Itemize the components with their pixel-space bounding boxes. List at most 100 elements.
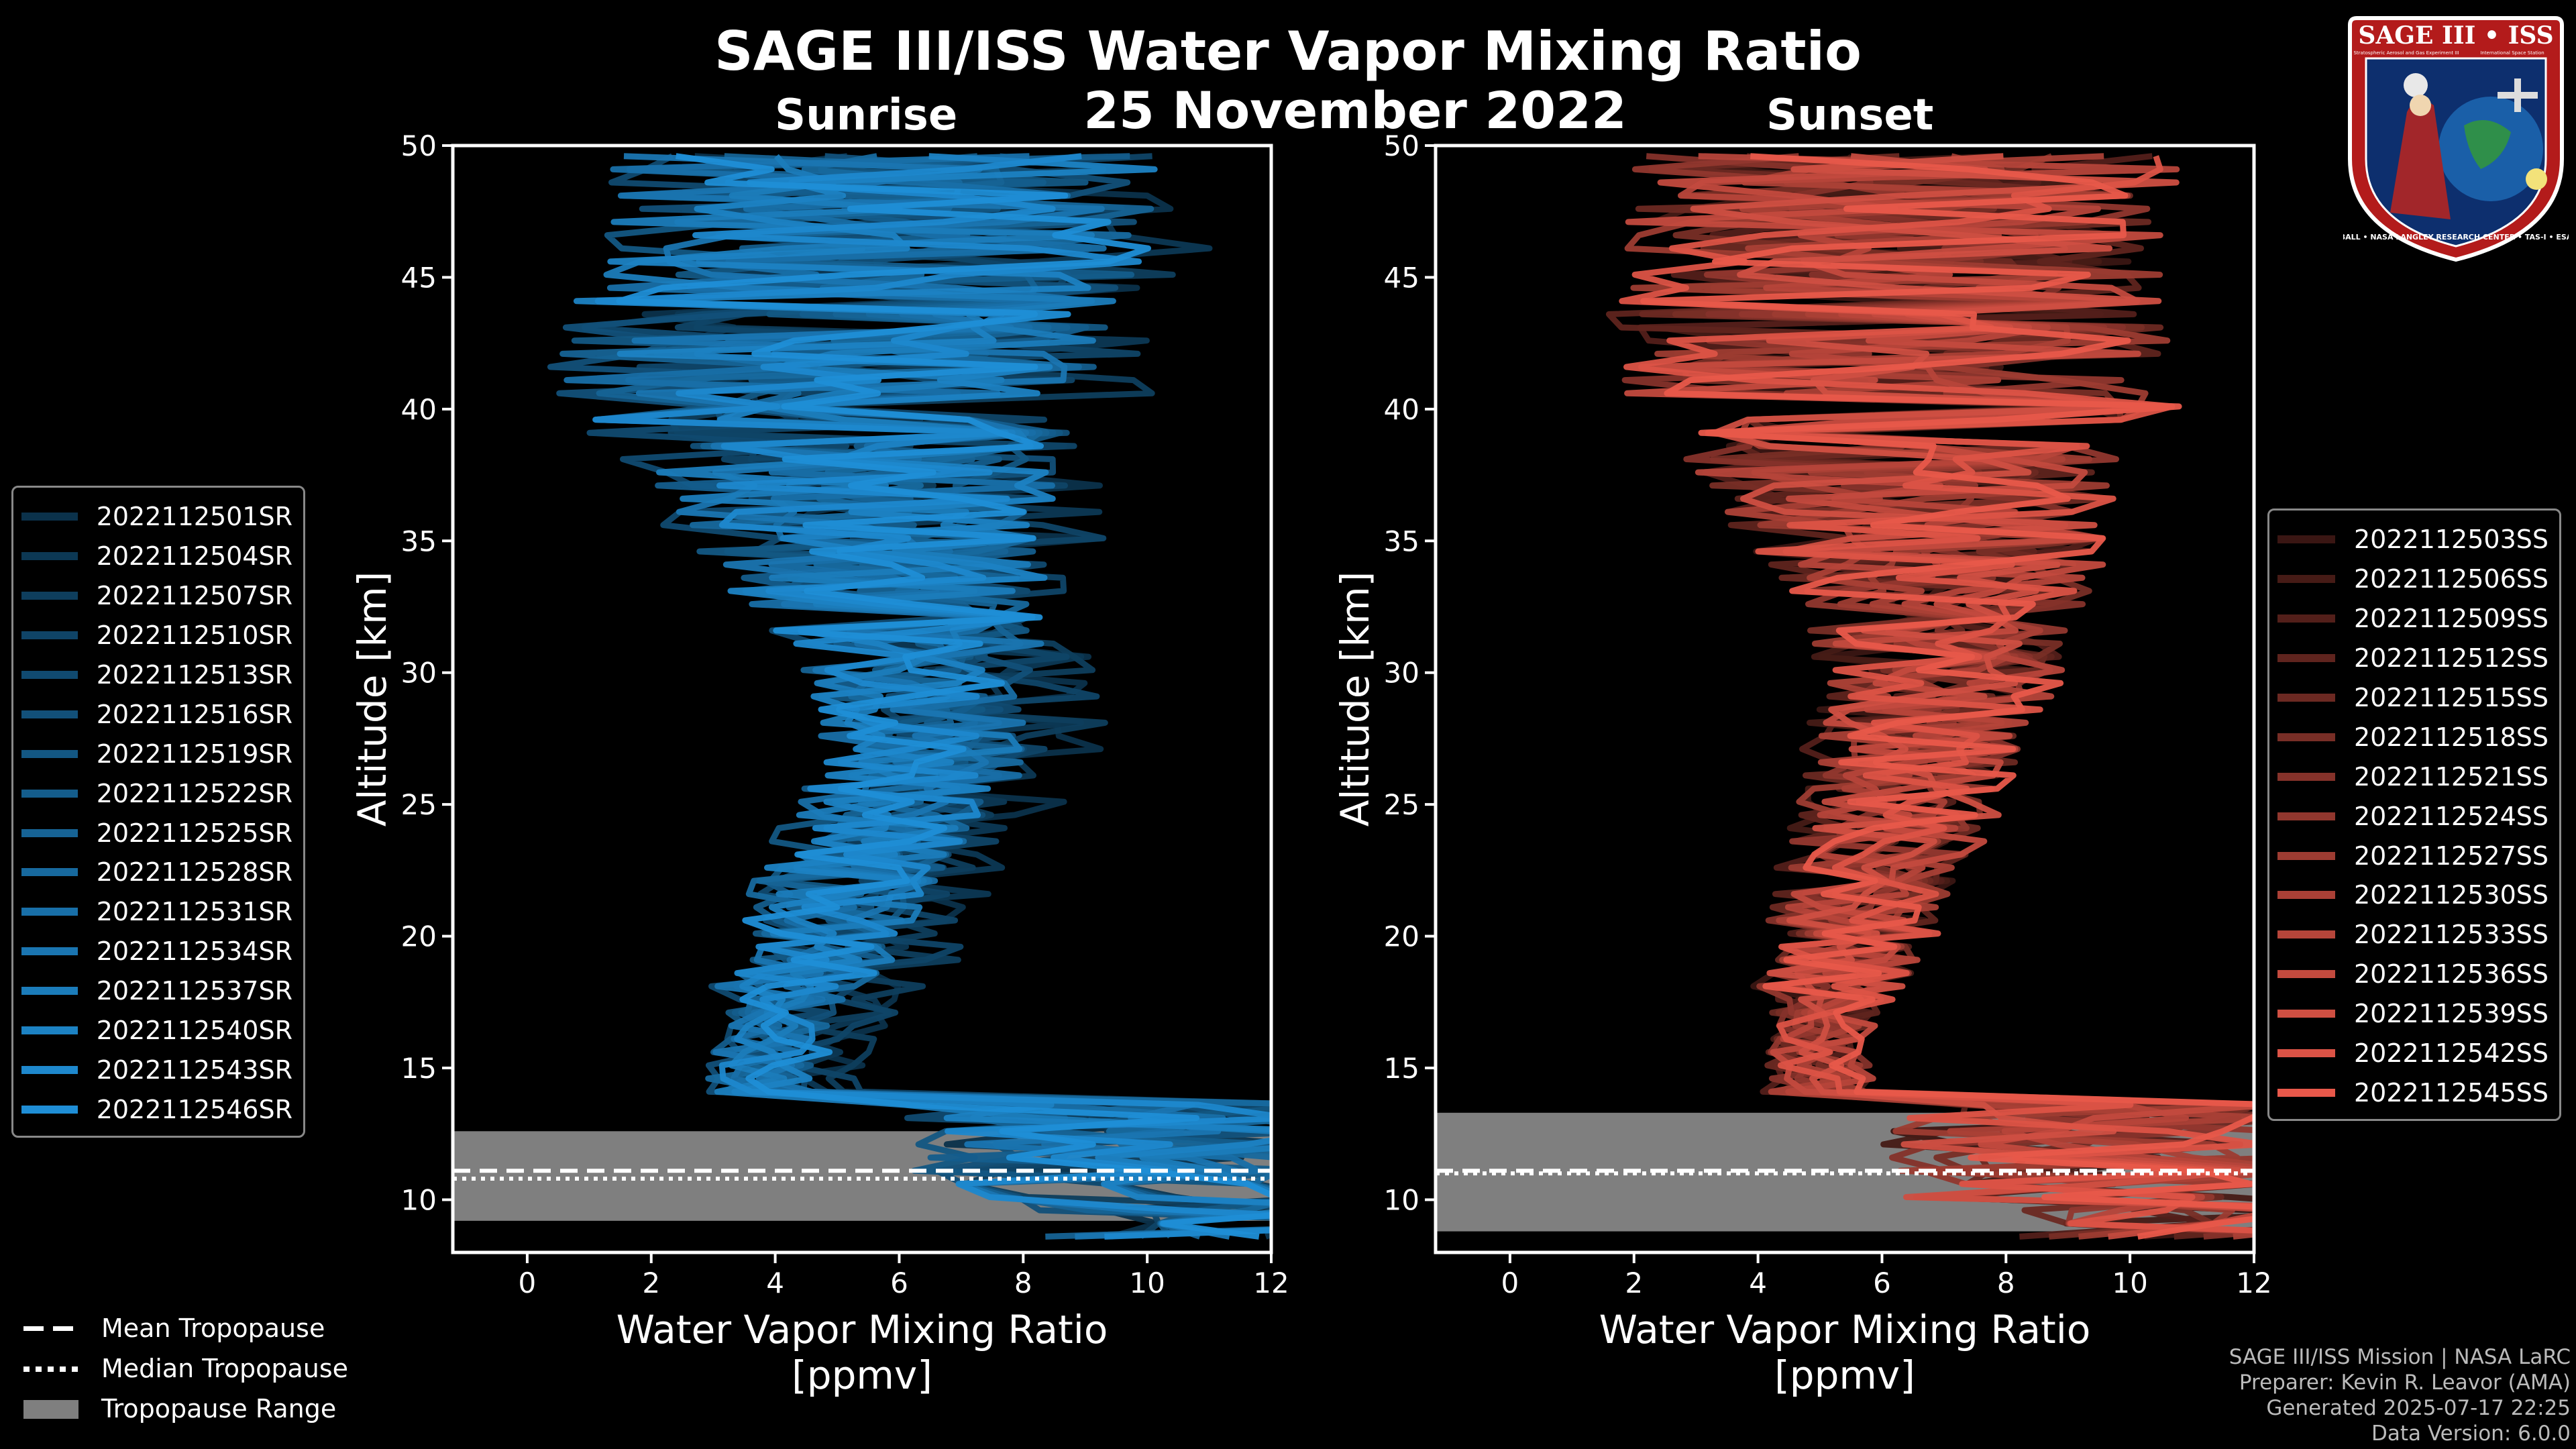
- legend-item: 2022112533SS: [2277, 915, 2548, 955]
- legend-item: 2022112522SR: [21, 773, 292, 813]
- x-tick-label: 8: [1997, 1267, 2015, 1299]
- legend-item: 2022112527SS: [2277, 836, 2548, 875]
- legend-label: 2022112504SR: [96, 541, 292, 572]
- legend-line-swatch: [21, 1026, 78, 1035]
- x-tick-label: 4: [766, 1267, 784, 1299]
- legend-line-swatch: [2277, 535, 2335, 544]
- x-tick-label: 2: [642, 1267, 660, 1299]
- y-tick-label: 30: [1384, 657, 1419, 690]
- legend-line-swatch: [2277, 812, 2335, 820]
- legend-range-label: Tropopause Range: [101, 1394, 337, 1424]
- legend-item: 2022112513SR: [21, 655, 292, 695]
- legend-line-swatch: [21, 592, 78, 600]
- tropopause-legend: Mean Tropopause Median Tropopause Tropop…: [23, 1308, 348, 1429]
- dashed-line-symbol: [23, 1318, 78, 1338]
- legend-line-swatch: [2277, 930, 2335, 939]
- legend-item: 2022112519SR: [21, 734, 292, 773]
- legend-line-swatch: [21, 631, 78, 640]
- legend-item: 2022112540SR: [21, 1011, 292, 1051]
- x-axis-label: Water Vapor Mixing Ratio: [1599, 1307, 2091, 1352]
- legend-item: 2022112521SS: [2277, 757, 2548, 796]
- legend-item: 2022112530SS: [2277, 875, 2548, 915]
- y-tick-label: 45: [1384, 261, 1419, 294]
- x-tick-label: 6: [890, 1267, 908, 1299]
- profile-line-2022112537SR: [603, 154, 1271, 1240]
- legend-line-swatch: [21, 513, 78, 521]
- footer-credits: SAGE III/ISS Mission | NASA LaRC Prepare…: [2229, 1344, 2571, 1446]
- legend-label: 2022112507SR: [96, 581, 292, 611]
- x-tick-label: 8: [1014, 1267, 1032, 1299]
- x-axis-label: Water Vapor Mixing Ratio: [616, 1307, 1108, 1352]
- y-tick-label: 40: [401, 393, 437, 426]
- legend-line-swatch: [21, 1105, 78, 1114]
- sunset-panel-title: Sunset: [1766, 91, 1934, 140]
- sunrise-legend: 2022112501SR 2022112504SR 2022112507SR 2022…: [11, 486, 305, 1138]
- legend-line-swatch: [21, 828, 78, 837]
- legend-label: 2022112531SR: [96, 897, 292, 927]
- x-tick-label: 10: [1129, 1267, 1165, 1299]
- legend-label: 2022112536SS: [2353, 959, 2548, 989]
- legend-label: 2022112546SR: [96, 1094, 292, 1124]
- astronomer-figure-icon: [2390, 100, 2451, 219]
- profile-line-2022112546SR: [616, 153, 1271, 1240]
- legend-label: 2022112545SS: [2353, 1077, 2548, 1108]
- legend-line-swatch: [2277, 1049, 2335, 1058]
- moon-icon: [2404, 73, 2428, 97]
- sage-iss-mission-logo: SAGE III • ISS Stratospheric Aerosol and…: [2343, 16, 2569, 262]
- legend-label: 2022112506SS: [2353, 564, 2548, 594]
- legend-line-swatch: [2277, 891, 2335, 900]
- legend-item: 2022112546SR: [21, 1089, 292, 1129]
- legend-line-swatch: [2277, 970, 2335, 979]
- y-tick-label: 25: [401, 788, 437, 821]
- legend-label: 2022112513SR: [96, 660, 292, 690]
- x-axis-label: [ppmv]: [1774, 1352, 1915, 1398]
- legend-line-swatch: [2277, 733, 2335, 741]
- legend-item: 2022112512SS: [2277, 639, 2548, 678]
- legend-item: 2022112531SR: [21, 892, 292, 932]
- legend-label: 2022112516SR: [96, 699, 292, 729]
- legend-item: 2022112534SR: [21, 932, 292, 971]
- y-axis-label: Altitude [km]: [1332, 572, 1378, 826]
- legend-label: 2022112527SS: [2353, 841, 2548, 871]
- legend-line-swatch: [2277, 575, 2335, 584]
- legend-label: 2022112525SR: [96, 818, 292, 848]
- legend-line-swatch: [21, 710, 78, 718]
- legend-item: 2022112501SR: [21, 497, 292, 537]
- legend-label: 2022112515SS: [2353, 683, 2548, 712]
- footer-preparer: Preparer: Kevin R. Leavor (AMA): [2239, 1371, 2571, 1395]
- legend-label: 2022112509SS: [2353, 604, 2548, 634]
- legend-line-swatch: [2277, 694, 2335, 702]
- legend-label: 2022112537SR: [96, 976, 292, 1006]
- profile-line-2022112543SR: [592, 153, 1271, 1240]
- sun-icon: [2526, 168, 2547, 190]
- legend-item: 2022112515SS: [2277, 678, 2548, 718]
- y-tick-label: 35: [401, 525, 437, 557]
- legend-label: 2022112530SS: [2353, 880, 2548, 910]
- legend-item: 2022112542SS: [2277, 1034, 2548, 1073]
- legend-item: 2022112510SR: [21, 616, 292, 655]
- profile-line-2022112536SS: [1624, 153, 2254, 1240]
- legend-item: 2022112507SR: [21, 576, 292, 616]
- profile-line-2022112545SS: [1640, 153, 2254, 1240]
- sunset-legend: 2022112503SS 2022112506SS 2022112509SS 2022…: [2267, 508, 2561, 1122]
- legend-line-swatch: [2277, 772, 2335, 781]
- x-tick-label: 12: [2236, 1267, 2271, 1299]
- y-tick-label: 45: [401, 261, 437, 294]
- y-tick-label: 35: [1384, 525, 1419, 557]
- footer-generated: Generated 2025-07-17 22:25: [2266, 1396, 2571, 1420]
- legend-label: 2022112503SS: [2353, 525, 2548, 555]
- legend-line-swatch: [21, 908, 78, 916]
- legend-item: 2022112537SR: [21, 971, 292, 1011]
- footer-version: Data Version: 6.0.0: [2371, 1421, 2571, 1446]
- legend-line-swatch: [2277, 1010, 2335, 1018]
- legend-line-swatch: [21, 789, 78, 798]
- legend-item: 2022112539SS: [2277, 994, 2548, 1034]
- legend-label: 2022112542SS: [2353, 1038, 2548, 1069]
- legend-label: 2022112524SS: [2353, 801, 2548, 831]
- y-tick-label: 20: [1384, 920, 1419, 953]
- legend-line-swatch: [2277, 851, 2335, 860]
- y-tick-label: 15: [1384, 1052, 1419, 1085]
- legend-label: 2022112501SR: [96, 502, 292, 532]
